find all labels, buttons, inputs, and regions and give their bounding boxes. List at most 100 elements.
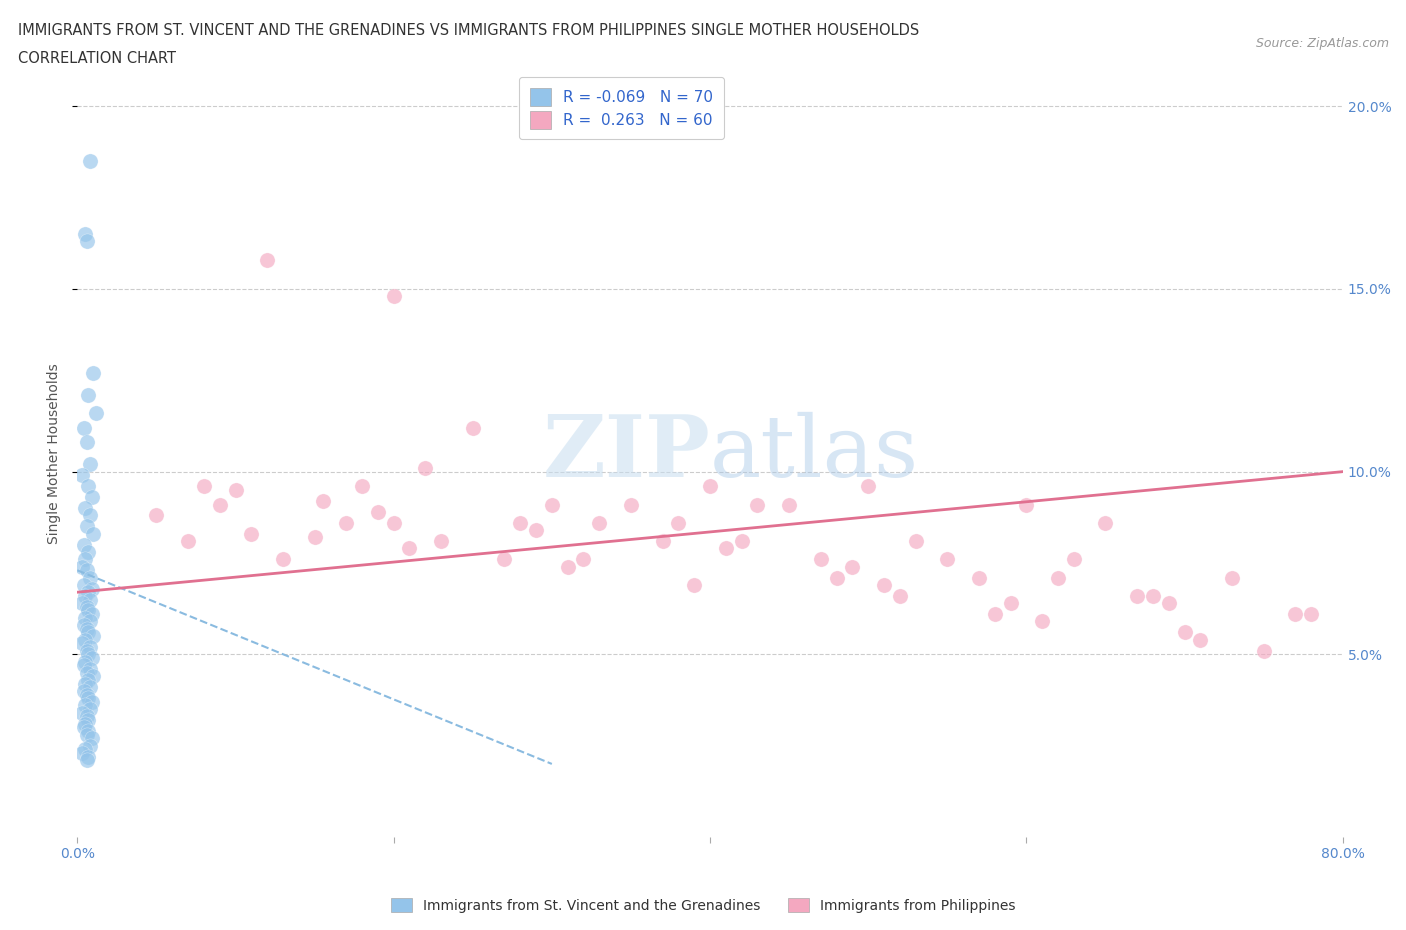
Point [79,640,101,655]
Point [80,651,103,666]
Point [1047,570,1070,585]
Point [77,712,100,727]
Point [873,578,896,592]
Point [80,731,103,746]
Point [77,647,100,662]
Point [75,676,97,691]
Point [714,541,737,556]
Point [1142,589,1164,604]
Point [70,746,93,761]
Text: IMMIGRANTS FROM ST. VINCENT AND THE GRENADINES VS IMMIGRANTS FROM PHILIPPINES SI: IMMIGRANTS FROM ST. VINCENT AND THE GREN… [18,23,920,38]
Point [80,490,103,505]
Point [77,479,100,494]
Point [77,691,100,706]
Legend: R = -0.069   N = 70, R =  0.263   N = 60: R = -0.069 N = 70, R = 0.263 N = 60 [519,77,724,140]
Point [80,606,103,621]
Point [73,658,96,672]
Point [75,500,97,515]
Text: Source: ZipAtlas.com: Source: ZipAtlas.com [1256,37,1389,50]
Point [967,570,990,585]
Point [335,515,357,530]
Point [70,559,93,574]
Point [382,515,405,530]
Point [747,498,769,512]
Point [76,665,98,680]
Point [352,479,374,494]
Text: ZIP: ZIP [543,411,710,496]
Point [509,515,531,530]
Point [76,727,98,742]
Point [683,578,706,592]
Point [256,252,278,267]
Point [572,551,595,566]
Point [70,705,93,720]
Point [1220,570,1243,585]
Point [79,570,101,585]
Point [904,534,927,549]
Point [73,684,96,698]
Point [1031,614,1053,629]
Point [76,234,98,249]
Point [75,551,97,566]
Point [177,534,200,549]
Point [73,720,96,735]
Point [936,551,959,566]
Point [1015,498,1038,512]
Point [79,702,101,717]
Point [984,606,1007,621]
Point [541,498,564,512]
Point [810,551,832,566]
Point [1094,515,1116,530]
Point [75,698,97,713]
Point [524,523,547,538]
Point [79,661,101,676]
Point [76,621,98,636]
Point [889,589,911,604]
Point [1174,625,1197,640]
Point [588,515,610,530]
Point [1063,551,1085,566]
Point [494,551,516,566]
Point [77,625,100,640]
Point [73,618,96,632]
Point [76,687,98,702]
Point [430,534,453,549]
Point [79,680,101,695]
Text: atlas: atlas [710,412,920,495]
Point [77,545,100,560]
Point [651,534,673,549]
Point [858,479,880,494]
Point [75,716,97,731]
Point [79,457,101,472]
Point [75,742,97,757]
Point [75,632,97,647]
Point [1253,644,1275,658]
Point [668,515,690,530]
Point [77,750,100,764]
Point [1189,632,1212,647]
Point [620,498,643,512]
Text: CORRELATION CHART: CORRELATION CHART [18,51,176,66]
Point [76,563,98,578]
Point [271,551,294,566]
Point [193,479,215,494]
Point [82,669,104,684]
Point [76,644,98,658]
Point [73,420,96,435]
Point [70,636,93,651]
Point [73,578,96,592]
Point [1301,606,1323,621]
Point [699,479,721,494]
Point [145,508,167,523]
Point [82,365,104,380]
Point [75,589,97,604]
Point [415,460,437,475]
Point [73,538,96,552]
Point [778,498,800,512]
Point [76,709,98,724]
Point [76,753,98,768]
Point [1126,589,1149,604]
Point [75,654,97,669]
Point [79,614,101,629]
Point [77,672,100,687]
